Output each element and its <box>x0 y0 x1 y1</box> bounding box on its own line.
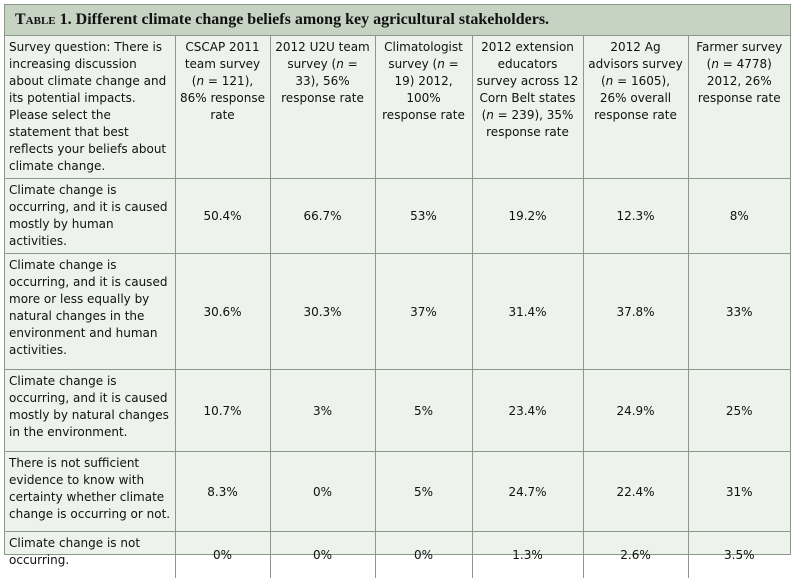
beliefs-table: Survey question: There is increasing dis… <box>5 36 790 578</box>
value-cell: 10.7% <box>174 369 271 452</box>
column-header: 2012 U2U team survey (n = 33), 56% respo… <box>269 36 376 179</box>
table-frame: Table 1. Different climate change belief… <box>4 4 791 578</box>
statement-cell: Climate change is occurring, and it is c… <box>5 253 176 370</box>
table-title: Table 1. Different climate change belief… <box>5 5 790 36</box>
value-cell: 25% <box>687 369 790 452</box>
question-header: Survey question: There is increasing dis… <box>5 36 176 179</box>
value-cell: 3.5% <box>687 531 790 578</box>
value-cell: 53% <box>374 178 473 254</box>
value-cell: 50.4% <box>174 178 271 254</box>
value-cell: 12.3% <box>582 178 689 254</box>
value-cell: 2.6% <box>582 531 689 578</box>
table-row: There is not sufficient evidence to know… <box>5 451 790 532</box>
value-cell: 0% <box>374 531 473 578</box>
value-cell: 33% <box>687 253 790 370</box>
value-cell: 66.7% <box>269 178 376 254</box>
statement-cell: Climate change is occurring, and it is c… <box>5 369 176 452</box>
value-cell: 19.2% <box>471 178 584 254</box>
value-cell: 24.7% <box>471 451 584 532</box>
table-caption: Different climate change beliefs among k… <box>71 11 550 28</box>
column-header: 2012 Ag advisors survey (n = 1605), 26% … <box>582 36 689 179</box>
header-row: Survey question: There is increasing dis… <box>5 36 790 179</box>
column-header: CSCAP 2011 team survey (n = 121), 86% re… <box>174 36 271 179</box>
value-cell: 24.9% <box>582 369 689 452</box>
statement-cell: Climate change is occurring, and it is c… <box>5 178 176 254</box>
statement-cell: Climate change is not occurring. <box>5 531 176 578</box>
statement-cell: There is not sufficient evidence to know… <box>5 451 176 532</box>
value-cell: 3% <box>269 369 376 452</box>
value-cell: 8.3% <box>174 451 271 532</box>
value-cell: 5% <box>374 451 473 532</box>
value-cell: 0% <box>269 531 376 578</box>
table-number: Table 1. <box>15 11 72 28</box>
value-cell: 22.4% <box>582 451 689 532</box>
table-row: Climate change is occurring, and it is c… <box>5 178 790 254</box>
value-cell: 30.6% <box>174 253 271 370</box>
column-header: Farmer survey (n = 4778) 2012, 26% respo… <box>687 36 790 179</box>
value-cell: 37% <box>374 253 473 370</box>
value-cell: 8% <box>687 178 790 254</box>
column-header: 2012 extension educators survey across 1… <box>471 36 584 179</box>
column-header: Climatologist survey (n = 19) 2012, 100%… <box>374 36 473 179</box>
value-cell: 5% <box>374 369 473 452</box>
value-cell: 0% <box>269 451 376 532</box>
table-row: Climate change is occurring, and it is c… <box>5 253 790 370</box>
value-cell: 37.8% <box>582 253 689 370</box>
value-cell: 1.3% <box>471 531 584 578</box>
table-row: Climate change is occurring, and it is c… <box>5 369 790 452</box>
value-cell: 31.4% <box>471 253 584 370</box>
value-cell: 30.3% <box>269 253 376 370</box>
value-cell: 31% <box>687 451 790 532</box>
table-row: Climate change is not occurring. 0% 0% 0… <box>5 531 790 578</box>
value-cell: 0% <box>174 531 271 578</box>
value-cell: 23.4% <box>471 369 584 452</box>
